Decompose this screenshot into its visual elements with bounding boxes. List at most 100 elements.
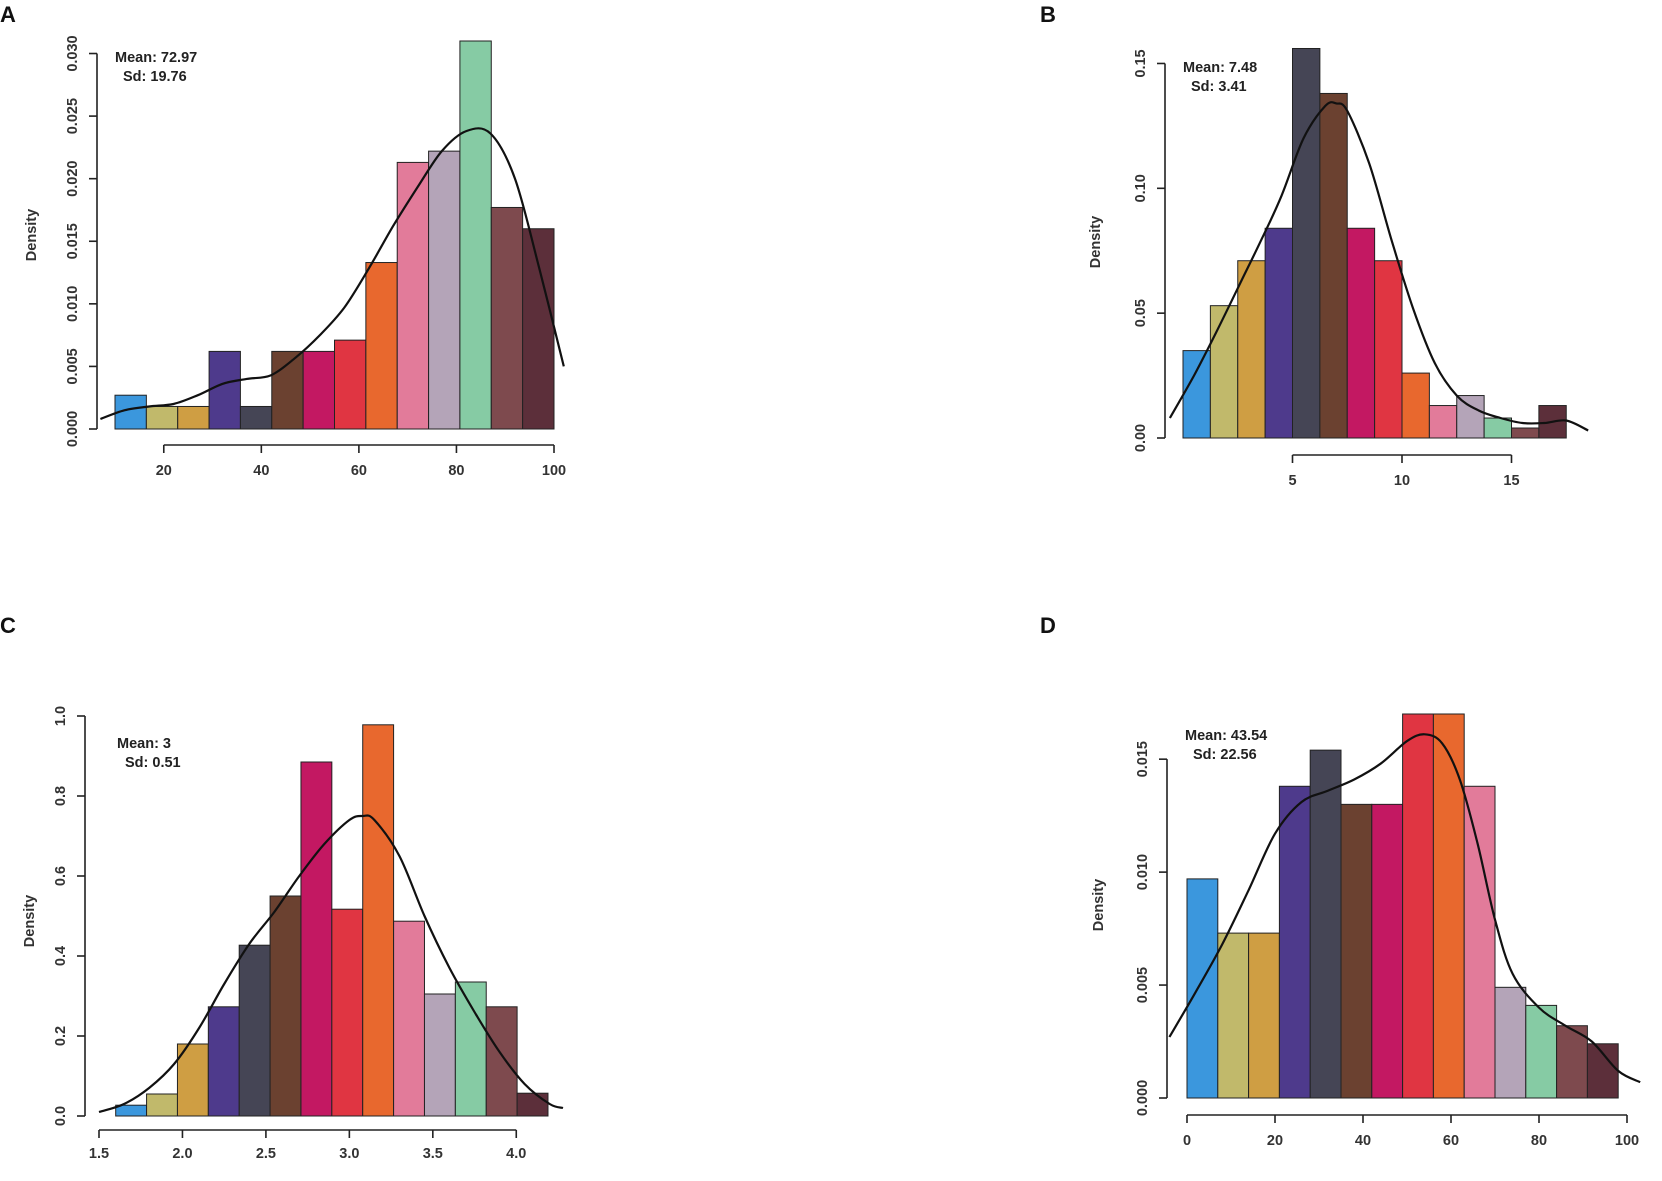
x-tick-label: 100	[1615, 1133, 1639, 1149]
sd-annotation: Sd: 3.41	[1191, 79, 1247, 95]
x-tick-label: 40	[1355, 1133, 1371, 1149]
y-axis-title: Density	[1091, 879, 1107, 931]
histogram-bar	[396, 161, 430, 430]
histogram-bar	[176, 1043, 209, 1117]
density-curve	[100, 127, 565, 421]
histogram-bar	[428, 150, 461, 430]
y-tick-label: 1.0	[53, 706, 69, 726]
density-curve	[1168, 101, 1589, 432]
y-tick-label: 0.005	[65, 348, 81, 384]
density-curve	[98, 814, 564, 1114]
histogram-bar	[302, 350, 336, 430]
y-tick-label: 0.8	[53, 786, 69, 806]
x-tick-label: 3.5	[423, 1146, 443, 1162]
histogram-bar	[1428, 405, 1458, 439]
y-tick-label: 0.0	[53, 1106, 69, 1126]
histogram-bar	[516, 1092, 549, 1117]
y-tick-label: 0.005	[1135, 967, 1151, 1003]
histogram-bar	[1463, 785, 1496, 1099]
histogram-bar	[1278, 785, 1311, 1099]
histogram-bar	[1182, 350, 1211, 439]
sd-annotation: Sd: 22.56	[1193, 747, 1257, 763]
histogram-bar	[1432, 713, 1465, 1099]
histogram-bar	[115, 1104, 148, 1117]
histogram-bar	[177, 405, 210, 430]
histogram-bar	[423, 993, 456, 1117]
x-tick-label: 60	[1443, 1133, 1459, 1149]
x-tick-label: 15	[1503, 473, 1519, 489]
y-tick-label: 0.020	[65, 161, 81, 197]
x-tick-label: 5	[1288, 473, 1296, 489]
histogram-bar	[300, 761, 333, 1117]
panel-label: C	[0, 613, 16, 638]
y-tick-label: 0.000	[1135, 1080, 1151, 1116]
histogram-bar	[454, 981, 487, 1117]
histogram-bar	[207, 1006, 240, 1117]
y-axis-title: Density	[24, 209, 40, 261]
histogram-bar	[331, 908, 364, 1117]
panel-c: C 1.5 2.0 2.5 3.0 3.5 4.0 0.0 0.2 0.4 0.6 0.8 1.0 Den…	[0, 613, 564, 1162]
histogram-bar	[1525, 1004, 1558, 1099]
y-tick-label: 0.000	[65, 411, 81, 447]
y-tick-label: 0.010	[65, 286, 81, 322]
panel-d: D 0 20 40 60 80 100 0.000 0.005 0.010 0.015 Density…	[1040, 613, 1641, 1149]
histogram-bar	[1340, 803, 1373, 1099]
histogram-bar	[1209, 305, 1239, 439]
histogram-bar	[1292, 47, 1321, 439]
x-tick-label: 2.5	[256, 1146, 276, 1162]
mean-annotation: Mean: 7.48	[1183, 60, 1257, 76]
mean-annotation: Mean: 43.54	[1185, 728, 1267, 744]
x-tick-label: 40	[253, 463, 269, 479]
histogram-bar	[1401, 372, 1430, 439]
y-tick-label: 0.2	[53, 1026, 69, 1046]
panel-label: B	[1040, 2, 1056, 27]
x-tick-label: 0	[1183, 1133, 1191, 1149]
x-tick-label: 10	[1394, 473, 1410, 489]
histogram-bar	[1402, 713, 1434, 1099]
x-tick-label: 80	[1531, 1133, 1547, 1149]
y-tick-label: 0.15	[1133, 49, 1149, 77]
x-tick-label: 60	[351, 463, 367, 479]
y-tick-label: 0.00	[1133, 424, 1149, 452]
histogram-bar	[1319, 92, 1348, 439]
histogram-bar	[1456, 395, 1485, 439]
x-tick-label: 80	[448, 463, 464, 479]
histogram-bar	[522, 228, 555, 430]
histogram-bar	[1309, 749, 1342, 1099]
y-tick-label: 0.6	[53, 866, 69, 886]
histogram-bar	[1264, 227, 1293, 439]
histogram-bar	[146, 1093, 178, 1117]
y-tick-label: 0.010	[1135, 854, 1151, 890]
x-tick-label: 20	[1267, 1133, 1283, 1149]
x-tick-label: 1.5	[89, 1146, 109, 1162]
histogram-bar	[1556, 1025, 1588, 1099]
histogram-bar	[485, 1006, 518, 1117]
panel-a: A 20 40 60 80 100 0.000 0.005 0.010 0.015 0.020 0.0…	[0, 2, 566, 479]
histogram-bar	[490, 206, 524, 430]
histogram-bar	[393, 920, 425, 1117]
histogram-bar	[269, 895, 302, 1117]
histogram-bar	[1374, 260, 1403, 439]
panel-label: D	[1040, 613, 1056, 638]
y-tick-label: 0.030	[65, 35, 81, 71]
panel-b: B 5 10 15 0.00 0.05 0.10 0.15 Density Mean: 7.48 S…	[1040, 2, 1589, 489]
sd-annotation: Sd: 19.76	[123, 69, 187, 85]
histogram-bar	[1371, 803, 1404, 1099]
histogram-bar	[1237, 260, 1266, 439]
y-tick-label: 0.10	[1133, 174, 1149, 202]
x-tick-label: 20	[156, 463, 172, 479]
y-axis-title: Density	[22, 895, 38, 947]
histogram-bar	[239, 405, 273, 430]
histogram-bar	[1186, 878, 1219, 1099]
sd-annotation: Sd: 0.51	[125, 755, 181, 771]
y-tick-label: 0.4	[53, 946, 69, 966]
histogram-bar	[1511, 427, 1540, 439]
histogram-bar	[208, 350, 241, 430]
panel-label: A	[0, 2, 16, 27]
mean-annotation: Mean: 3	[117, 736, 171, 752]
y-tick-label: 0.025	[65, 98, 81, 134]
y-tick-label: 0.015	[1135, 741, 1151, 777]
y-tick-label: 0.05	[1133, 299, 1149, 327]
mean-annotation: Mean: 72.97	[115, 50, 197, 66]
